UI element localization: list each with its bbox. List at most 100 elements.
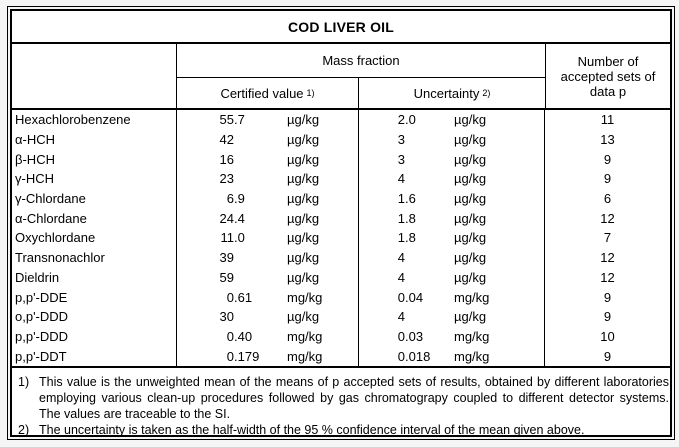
certified-value-unit: µg/kg [287, 132, 320, 148]
uncertainty-unit: mg/kg [454, 289, 490, 305]
accepted-sets-count: 13 [600, 132, 615, 148]
certified-value: 30 [219, 309, 234, 325]
accepted-sets-count: 9 [603, 289, 612, 305]
footnote-1: 1) This value is the unweighted mean of … [12, 374, 669, 422]
header-substance-column [12, 44, 177, 108]
uncertainty-cell: 4 µg/kg [359, 169, 545, 189]
uncertainty-cell: 2.0 µg/kg [359, 110, 545, 130]
accepted-sets-count: 7 [603, 230, 612, 246]
certified-value-unit: µg/kg [287, 191, 320, 207]
uncertainty-unit: µg/kg [454, 210, 487, 226]
certified-value: 6.9 [226, 191, 245, 207]
uncertainty-value: 1.8 [397, 230, 416, 246]
accepted-sets-count: 6 [603, 191, 612, 207]
header-uncertainty: Uncertainty 2) [413, 85, 491, 101]
certified-value-unit: µg/kg [287, 250, 320, 266]
header-accepted-sets: Number of accepted sets of data p [545, 44, 670, 108]
substance-name: β-HCH [12, 149, 177, 170]
footnote-2-marker: 2) [18, 423, 30, 437]
uncertainty-cell: 1.8 µg/kg [359, 228, 545, 248]
certified-value: 55.7 [219, 112, 245, 128]
uncertainty-unit: µg/kg [454, 191, 487, 207]
substance-name: α-Chlordane [12, 208, 177, 229]
certified-value-unit: µg/kg [287, 171, 320, 187]
uncertainty-cell: 4 µg/kg [359, 267, 545, 288]
uncertainty-cell: 3 µg/kg [359, 149, 545, 170]
uncertainty-unit: µg/kg [454, 112, 487, 128]
certificate-table-frame: COD LIVER OIL Mass fraction Certified va… [7, 6, 675, 440]
substance-name: p,p'-DDT [12, 346, 177, 366]
substance-name: γ-HCH [12, 169, 177, 189]
substance-name: p,p'-DDD [12, 326, 177, 347]
certified-value-cell: 59 µg/kg [177, 267, 359, 288]
accepted-sets-count: 12 [600, 250, 615, 266]
uncertainty-value: 3 [397, 132, 405, 148]
header-certified-value: Certified value 1) [177, 78, 359, 108]
certified-value-cell: 42 µg/kg [177, 129, 359, 150]
substance-name: γ-Chlordane [12, 188, 177, 209]
certified-value-cell: 0.61 mg/kg [177, 287, 359, 307]
table-title: COD LIVER OIL [12, 11, 670, 44]
uncertainty-value: 0.03 [397, 328, 424, 344]
certified-value-unit: µg/kg [287, 269, 320, 285]
accepted-sets-count: 9 [603, 348, 612, 364]
uncertainty-unit: mg/kg [454, 328, 490, 344]
certified-value: 23 [219, 171, 234, 187]
substance-name: Dieldrin [12, 267, 177, 288]
uncertainty-unit: µg/kg [454, 309, 487, 325]
uncertainty-value: 4 [397, 171, 405, 187]
uncertainty-value: 2.0 [397, 112, 416, 128]
substance-name: α-HCH [12, 129, 177, 150]
table-header: Mass fraction Certified value 1) Uncerta… [12, 44, 670, 110]
uncertainty-cell: 1.8 µg/kg [359, 208, 545, 229]
certified-value-unit: µg/kg [287, 210, 320, 226]
certified-value-unit: µg/kg [287, 230, 320, 246]
uncertainty-value: 4 [397, 309, 405, 325]
uncertainty-unit: µg/kg [454, 132, 487, 148]
header-certified-value-label: Certified value [220, 85, 304, 101]
footnote-1-text: This value is the unweighted mean of the… [39, 375, 669, 421]
certified-value-cell: 0.40 mg/kg [177, 326, 359, 347]
uncertainty-value: 3 [397, 151, 405, 167]
certified-value: 0.61 [226, 289, 253, 305]
substance-name: Hexachlorobenzene [12, 110, 177, 130]
certified-value-cell: 0.179 mg/kg [177, 346, 359, 366]
certified-value-cell: 30 µg/kg [177, 306, 359, 327]
certified-value: 0.179 [226, 348, 260, 364]
uncertainty-value: 0.04 [397, 289, 424, 305]
certified-value-unit: µg/kg [287, 151, 320, 167]
certified-value: 39 [219, 250, 234, 266]
uncertainty-unit: mg/kg [454, 348, 490, 364]
certified-value-unit: µg/kg [287, 309, 320, 325]
uncertainty-cell: 0.018 mg/kg [359, 346, 545, 366]
uncertainty-cell: 4 µg/kg [359, 306, 545, 327]
certified-value-unit: µg/kg [287, 112, 320, 128]
uncertainty-unit: µg/kg [454, 171, 487, 187]
uncertainty-cell: 4 µg/kg [359, 247, 545, 268]
certified-value-cell: 6.9 µg/kg [177, 188, 359, 209]
uncertainty-value: 0.018 [397, 348, 431, 364]
substance-name: Transnonachlor [12, 247, 177, 268]
accepted-sets-count: 10 [600, 328, 615, 344]
certified-value-cell: 23 µg/kg [177, 169, 359, 189]
footnote-2: 2) The uncertainty is taken as the half-… [12, 422, 669, 438]
certified-value: 0.40 [226, 328, 253, 344]
uncertainty-unit: µg/kg [454, 230, 487, 246]
substance-name: p,p'-DDE [12, 287, 177, 307]
certified-value-unit: mg/kg [287, 289, 323, 305]
footnote-1-marker: 1) [18, 375, 30, 389]
accepted-sets-count: 12 [600, 210, 615, 226]
certified-value: 42 [219, 132, 234, 148]
certified-value-unit: mg/kg [287, 348, 323, 364]
accepted-sets-count: 9 [603, 151, 612, 167]
uncertainty-unit: µg/kg [454, 250, 487, 266]
certified-value-cell: 55.7 µg/kg [177, 110, 359, 130]
accepted-sets-count: 11 [600, 112, 615, 128]
accepted-sets-count: 9 [603, 171, 612, 187]
certified-value: 24.4 [219, 210, 245, 226]
certificate-table: COD LIVER OIL Mass fraction Certified va… [10, 9, 672, 437]
substance-name: o,p'-DDD [12, 306, 177, 327]
uncertainty-value: 1.8 [397, 210, 416, 226]
uncertainty-cell: 0.03 mg/kg [359, 326, 545, 347]
uncertainty-cell: 1.6 µg/kg [359, 188, 545, 209]
